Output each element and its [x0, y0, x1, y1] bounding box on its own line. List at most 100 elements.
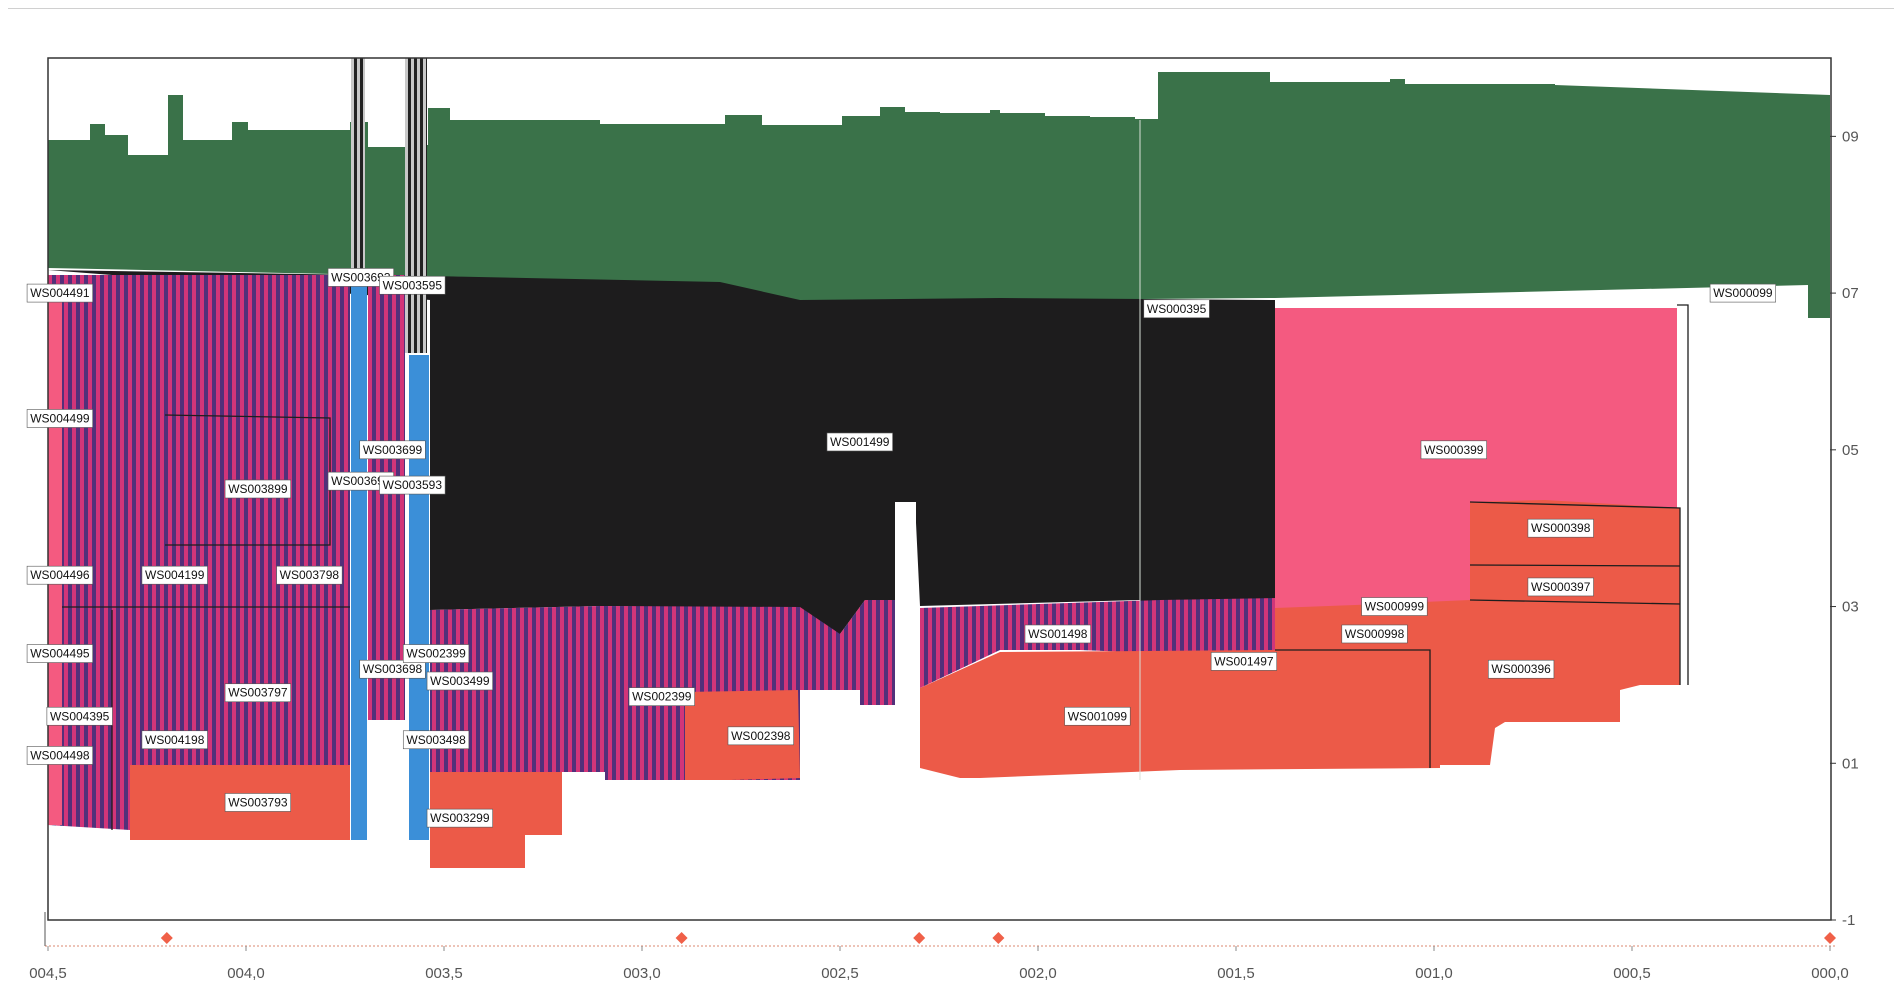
annotation-label: WS002399: [402, 644, 470, 663]
annotation-text: WS003498: [406, 733, 466, 747]
series-green-area: [48, 72, 1830, 318]
diamond-marker: [913, 932, 926, 944]
annotation-label: WS003693: [327, 268, 394, 287]
annotation-text: WS003593: [383, 478, 443, 492]
annotation-text: WS003699: [363, 443, 423, 457]
annotation-text: WS003693: [331, 270, 391, 284]
annotation-text: WS003698: [363, 662, 423, 676]
annotation-label: WS004499: [26, 409, 93, 428]
annotation-text: WS004491: [30, 286, 90, 300]
annotation-box: [359, 659, 426, 679]
annotation-box: [379, 275, 446, 295]
annotation-label: WS000397: [1527, 577, 1594, 597]
annotation-label: WS002398: [727, 726, 794, 746]
page-top-rule: [8, 8, 1894, 9]
annotation-box: [379, 475, 446, 495]
y-tick-label: 07: [1842, 285, 1859, 302]
annotation-label: WS003699: [359, 440, 426, 460]
annotation-box: [1488, 659, 1555, 679]
annotation-group: WS004491 WS004499 WS004496 WS004495 WS004395…: [26, 268, 1776, 828]
gap-column: [878, 62, 900, 68]
annotation-text: WS003798: [280, 568, 340, 582]
annotation-text: WS004198: [145, 733, 205, 747]
annotation-label: WS000099: [1709, 283, 1776, 303]
annotation-text: WS004498: [30, 748, 90, 762]
annotation-text: WS000398: [1531, 521, 1591, 535]
x-tick-label: 004,5: [29, 965, 67, 982]
x-tick-label: 002,0: [1019, 965, 1057, 982]
diamond-marker: [160, 932, 173, 944]
annotation-label: WS000998: [1341, 624, 1408, 644]
annotation-box: [402, 644, 470, 663]
annotation-label: WS000399: [1420, 440, 1487, 460]
x-tick-label: 000,5: [1613, 965, 1651, 982]
annotation-label: WS004491: [26, 283, 93, 303]
annotation-label: WS003797: [224, 683, 291, 703]
series-pink-left-column: [48, 285, 62, 825]
annotation-box: [1527, 577, 1594, 597]
annotation-label: WS000396: [1488, 659, 1555, 679]
annotation-box: [1709, 283, 1776, 303]
annotation-text: WS000099: [1713, 286, 1773, 300]
annotation-text: WS004395: [50, 709, 110, 723]
series-gray-stripes-2: [405, 58, 427, 353]
diamond-marker: [1824, 932, 1836, 944]
annotation-label: WS003595: [379, 275, 446, 295]
annotation-label: WS003593: [379, 475, 446, 495]
annotation-box: [359, 440, 426, 460]
annotation-label: WS001499: [826, 432, 893, 452]
series-blue-column-1: [351, 285, 367, 840]
x-tick-label: 000,0: [1811, 965, 1849, 982]
annotation-label: WS001497: [1210, 652, 1278, 671]
annotation-label: WS003793: [224, 793, 291, 812]
annotation-box: [26, 409, 93, 428]
annotation-text: WS004495: [30, 647, 90, 661]
diamond-marker: [992, 932, 1005, 944]
series-blue-column-2: [409, 355, 429, 840]
x-tick-label: 003,5: [425, 965, 463, 982]
annotation-box: [1024, 624, 1091, 644]
annotation-text: WS001099: [1068, 709, 1128, 723]
annotation-box: [1143, 299, 1210, 319]
annotation-box: [628, 687, 695, 706]
annotation-box: [26, 746, 93, 765]
annotation-label: WS004395: [46, 706, 113, 726]
series-red-block-3293: [430, 772, 562, 868]
x-tick-label: 003,0: [623, 965, 661, 982]
annotation-box: [727, 726, 794, 746]
annotation-text: WS002399: [406, 647, 466, 661]
annotation-box: [46, 706, 113, 726]
annotation-label: WS004496: [26, 565, 93, 585]
annotation-text: WS002398: [731, 729, 791, 743]
annotation-text: WS003499: [430, 674, 490, 688]
series-gray-stripes-1: [351, 58, 365, 283]
annotation-box: [141, 730, 208, 750]
x-tick-group: 004,5 004,0 003,5 003,0 002,5 002,0 001,5 001,0…: [29, 946, 1849, 982]
annotation-label: WS003499: [426, 671, 493, 691]
annotation-label: WS001099: [1064, 706, 1131, 726]
annotation-box: [224, 683, 291, 703]
series-black-area: [48, 270, 1275, 650]
annotation-box: [1420, 440, 1487, 460]
annotation-label: WS003692: [327, 471, 394, 491]
y-tick-label: 09: [1842, 128, 1859, 145]
annotation-label: WS003299: [426, 808, 493, 828]
annotation-label: WS003498: [402, 730, 470, 750]
annotation-label: WS002399: [628, 687, 695, 706]
series-purple-stripes-mid: [368, 275, 405, 720]
annotation-label: WS003698: [359, 659, 426, 679]
marker-group: [160, 932, 1836, 944]
plot-frame: [47, 57, 1832, 921]
x-tick-label: 002,5: [821, 965, 859, 982]
annotation-box: [1361, 597, 1428, 616]
annotation-text: WS003692: [331, 474, 391, 488]
annotation-label: WS001498: [1024, 624, 1091, 644]
annotation-box: [1210, 652, 1278, 671]
annotation-text: WS000397: [1531, 580, 1591, 594]
annotation-box: [26, 283, 93, 303]
annotation-box: [141, 565, 208, 585]
annotation-label: WS000395: [1143, 299, 1210, 319]
annotation-box: [276, 565, 343, 585]
y-tick-label: 01: [1842, 755, 1859, 772]
